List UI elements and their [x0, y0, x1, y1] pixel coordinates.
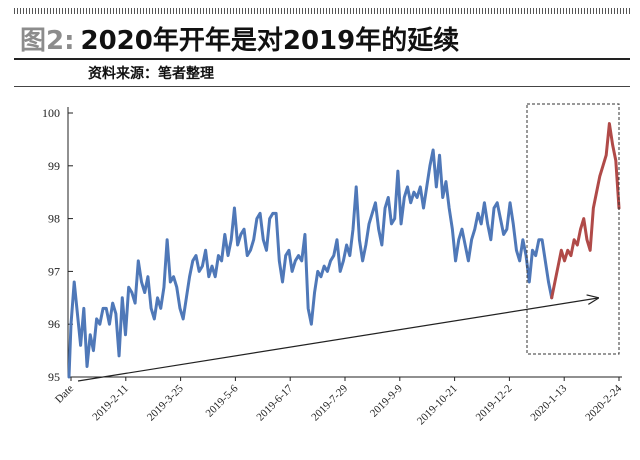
x-tick-label: 2019-6-17	[254, 382, 295, 423]
header-divider	[14, 58, 630, 60]
figure-heading: 图2: 2020年开年是对2019年的延续	[20, 20, 460, 56]
x-tick-label: 2019-5-6	[204, 382, 241, 419]
header-hatch-bar	[14, 8, 630, 14]
x-tick-label: 2019-3-25	[145, 382, 186, 423]
x-tick-label: 2019-2-11	[90, 383, 131, 424]
y-tick-label: 100	[42, 106, 60, 120]
figure-label: 图2:	[20, 26, 75, 56]
y-tick-label: 96	[48, 317, 60, 331]
x-tick-label: 2020-2-24	[583, 382, 624, 423]
highlight-dashed-box	[526, 103, 620, 355]
y-tick-label: 95	[48, 370, 60, 384]
y-tick-label: 97	[48, 264, 60, 278]
x-tick-label: 2019-10-21	[415, 383, 460, 428]
source-note: 资料来源：笔者整理	[88, 66, 214, 82]
trend-arrow	[77, 298, 598, 382]
series-line-2019	[67, 148, 554, 379]
x-tick-label: 2019-12-2	[474, 383, 515, 424]
figure-title: 2020年开年是对2019年的延续	[80, 26, 460, 56]
y-tick-label: 99	[48, 159, 60, 173]
line-chart: 95 96 97 98 99 100 Date 2019-2-11 2019-3-25 2019-…	[42, 103, 624, 428]
x-tick-label: 2019-9-9	[368, 382, 405, 419]
y-tick-label: 98	[48, 212, 60, 226]
source-divider	[14, 86, 630, 87]
series-line-2020	[550, 122, 621, 300]
x-tick-label: 2020-1-13	[528, 382, 569, 423]
x-tick-label: 2019-7-29	[309, 382, 350, 423]
x-tick-label: Date	[53, 383, 76, 406]
